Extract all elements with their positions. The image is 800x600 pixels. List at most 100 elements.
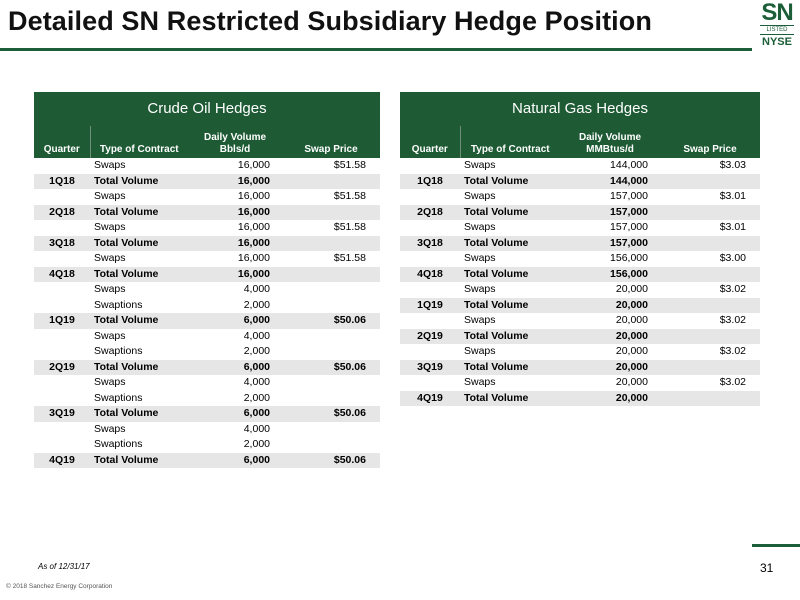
cell-quarter bbox=[400, 189, 460, 205]
total-row: 1Q18 Total Volume 144,000 bbox=[400, 173, 760, 189]
cell-contract-type: Swaps bbox=[464, 252, 496, 264]
cell-volume: 20,000 bbox=[560, 390, 660, 406]
cell-volume: 4,000 bbox=[243, 283, 270, 295]
cell-contract-type: Swaps bbox=[464, 314, 496, 326]
cell-quarter bbox=[34, 344, 90, 360]
table-header-row: Quarter Type of Contract Daily Volume Bb… bbox=[34, 126, 380, 158]
cell-swap-price: $50.06 bbox=[282, 359, 380, 375]
cell-contract-type: Total Volume bbox=[90, 452, 188, 468]
col-header-volume: Daily Volume MMBtus/d bbox=[560, 126, 660, 158]
table-row: Swaps 16,000 $51.58 bbox=[34, 251, 380, 267]
cell-contract-type: Swaps bbox=[464, 283, 496, 295]
cell-swap-price bbox=[660, 173, 760, 189]
cell-volume: 157,000 bbox=[610, 190, 648, 202]
company-logo: SN LISTED NYSE bbox=[756, 1, 798, 48]
cell-volume: 144,000 bbox=[560, 173, 660, 189]
cell-swap-price bbox=[282, 344, 380, 360]
cell-volume: 2,000 bbox=[243, 438, 270, 450]
cell-quarter: 4Q18 bbox=[34, 266, 90, 282]
total-row: 2Q18 Total Volume 157,000 bbox=[400, 204, 760, 220]
natural-gas-title: Natural Gas Hedges bbox=[400, 92, 760, 126]
cell-contract-type: Total Volume bbox=[90, 204, 188, 220]
cell-volume: 6,000 bbox=[188, 313, 282, 329]
cell-swap-price: $3.02 bbox=[719, 345, 746, 357]
cell-quarter: 2Q19 bbox=[34, 359, 90, 375]
col-header-quarter: Quarter bbox=[400, 126, 460, 158]
cell-contract-type: Swaps bbox=[94, 422, 126, 435]
col-header-type: Type of Contract bbox=[89, 126, 188, 158]
table-row: Swaps 157,000 $3.01 bbox=[400, 220, 760, 236]
total-row: 3Q19 Total Volume 20,000 bbox=[400, 359, 760, 375]
table-row: Swaps 4,000 bbox=[34, 329, 380, 345]
cell-quarter bbox=[400, 282, 460, 298]
cell-contract-type: Total Volume bbox=[460, 173, 560, 189]
total-row: 4Q19 Total Volume 20,000 bbox=[400, 390, 760, 406]
cell-quarter bbox=[400, 158, 460, 174]
cell-quarter: 1Q18 bbox=[34, 173, 90, 189]
cell-swap-price bbox=[282, 173, 380, 189]
cell-volume: 16,000 bbox=[237, 221, 270, 233]
cell-swap-price: $51.58 bbox=[333, 159, 366, 171]
total-row: 2Q19 Total Volume 6,000 $50.06 bbox=[34, 359, 380, 375]
cell-quarter bbox=[34, 220, 90, 236]
cell-swap-price: $3.01 bbox=[719, 190, 746, 202]
total-row: 3Q18 Total Volume 157,000 bbox=[400, 235, 760, 251]
table-row: Swaps 20,000 $3.02 bbox=[400, 344, 760, 360]
cell-quarter bbox=[34, 391, 90, 407]
total-row: 4Q19 Total Volume 6,000 $50.06 bbox=[34, 452, 380, 468]
cell-volume: 157,000 bbox=[560, 204, 660, 220]
cell-quarter bbox=[34, 298, 90, 314]
cell-swap-price: $3.02 bbox=[719, 283, 746, 295]
total-row: 1Q19 Total Volume 20,000 bbox=[400, 297, 760, 313]
cell-volume: 156,000 bbox=[560, 266, 660, 282]
cell-quarter bbox=[34, 251, 90, 267]
cell-quarter: 2Q19 bbox=[400, 328, 460, 344]
table-row: Swaptions 2,000 bbox=[34, 298, 380, 314]
cell-swap-price bbox=[282, 235, 380, 251]
natural-gas-rows: Swaps 144,000 $3.03 1Q18 Total Volume 144,000… bbox=[400, 158, 760, 406]
cell-volume: 6,000 bbox=[188, 359, 282, 375]
cell-contract-type: Swaps bbox=[94, 376, 126, 388]
cell-contract-type: Total Volume bbox=[460, 359, 560, 375]
cell-swap-price bbox=[282, 375, 380, 391]
crude-oil-rows: Swaps 16,000 $51.58 1Q18 Total Volume 16,000 S… bbox=[34, 158, 380, 468]
table-row: Swaps 16,000 $51.58 bbox=[34, 220, 380, 236]
cell-swap-price bbox=[282, 204, 380, 220]
cell-contract-type: Total Volume bbox=[460, 235, 560, 251]
cell-contract-type: Total Volume bbox=[90, 313, 188, 329]
cell-contract-type: Swaps bbox=[94, 329, 126, 342]
cell-volume: 16,000 bbox=[188, 235, 282, 251]
table-header-row: Quarter Type of Contract Daily Volume MM… bbox=[400, 126, 760, 158]
cell-swap-price: $51.58 bbox=[333, 252, 366, 264]
cell-swap-price: $3.03 bbox=[719, 159, 746, 171]
cell-quarter: 4Q18 bbox=[400, 266, 460, 282]
crude-oil-hedges-panel: Crude Oil Hedges Quarter Type of Contrac… bbox=[34, 92, 380, 468]
cell-quarter bbox=[34, 422, 90, 438]
title-divider bbox=[0, 48, 752, 51]
cell-quarter: 3Q18 bbox=[34, 235, 90, 251]
cell-volume: 16,000 bbox=[237, 159, 270, 171]
cell-quarter: 3Q19 bbox=[400, 359, 460, 375]
cell-swap-price bbox=[282, 422, 380, 438]
cell-volume: 4,000 bbox=[243, 422, 270, 435]
col-header-volume: Daily Volume Bbls/d bbox=[188, 126, 282, 158]
cell-swap-price: $3.00 bbox=[719, 252, 746, 264]
cell-quarter: 2Q18 bbox=[34, 204, 90, 220]
page-number: 31 bbox=[760, 561, 774, 575]
cell-quarter bbox=[400, 220, 460, 236]
cell-volume: 2,000 bbox=[243, 391, 270, 404]
cell-contract-type: Swaptions bbox=[94, 345, 143, 357]
cell-swap-price: $50.06 bbox=[282, 452, 380, 468]
cell-volume: 20,000 bbox=[615, 283, 648, 295]
cell-contract-type: Swaps bbox=[464, 376, 496, 388]
cell-volume: 16,000 bbox=[237, 252, 270, 264]
total-row: 1Q19 Total Volume 6,000 $50.06 bbox=[34, 313, 380, 329]
cell-volume: 16,000 bbox=[188, 204, 282, 220]
col-header-price: Swap Price bbox=[282, 126, 380, 158]
cell-quarter bbox=[34, 158, 90, 174]
total-row: 4Q18 Total Volume 156,000 bbox=[400, 266, 760, 282]
cell-contract-type: Total Volume bbox=[90, 173, 188, 189]
table-row: Swaps 156,000 $3.00 bbox=[400, 251, 760, 267]
cell-swap-price bbox=[660, 266, 760, 282]
cell-swap-price bbox=[660, 235, 760, 251]
